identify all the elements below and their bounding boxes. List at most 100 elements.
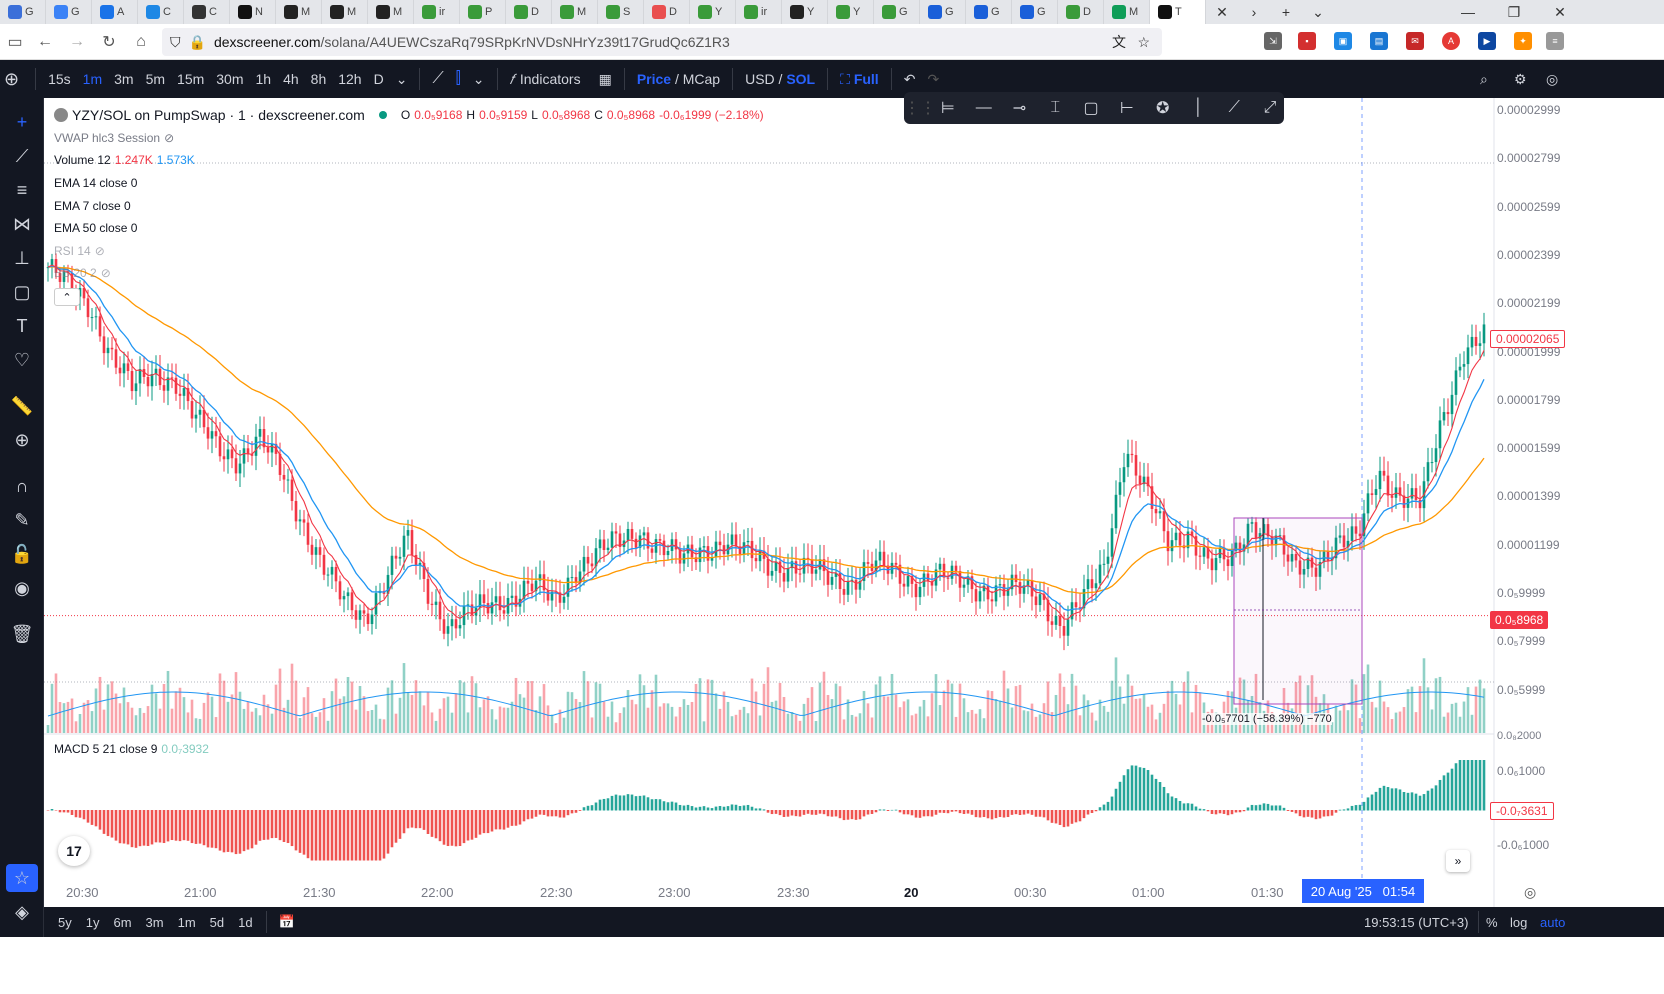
timeframe-30m[interactable]: 30m [216,71,244,87]
macd-legend[interactable]: MACD 5 21 close 9 0.0₇3932 [54,742,209,756]
eye-off-icon[interactable]: ⊘ [94,244,105,258]
extension-icon[interactable]: ✦ [1514,32,1532,50]
browser-tab[interactable]: G [874,0,920,24]
add-symbol-icon[interactable]: ⊕ [4,68,20,89]
vertical-measure-icon[interactable]: ⌶ [1050,99,1061,116]
new-tab-icon[interactable]: + [1281,4,1291,20]
browser-tab[interactable]: ir [736,0,782,24]
back-icon[interactable]: ← [37,32,53,50]
browser-tab[interactable]: ir [414,0,460,24]
forward-icon[interactable]: → [69,32,85,50]
projection-icon[interactable]: ⊥ [14,247,30,268]
timeframe-4h[interactable]: 4h [283,71,299,87]
eye-off-icon[interactable]: ⊘ [164,131,175,145]
layout-grid-icon[interactable]: ▦ [598,70,612,87]
timeframe-15s[interactable]: 15s [48,71,71,87]
ray-icon[interactable]: ⤢ [1263,99,1277,116]
browser-tab[interactable]: C [138,0,184,24]
browser-tab[interactable]: P [460,0,506,24]
extension-icon[interactable]: ▤ [1370,32,1388,50]
price-mcap-toggle[interactable]: Price / MCap [636,71,721,87]
trash-icon[interactable]: 🗑 [10,623,34,644]
volume-legend[interactable]: Volume 12 1.247K 1.573K [54,153,195,167]
browser-tab[interactable]: M [322,0,368,24]
browser-tab[interactable]: G [966,0,1012,24]
screenshot-icon[interactable]: ⌕ [1480,70,1488,87]
star-badge-icon[interactable]: ✪ [1155,100,1170,117]
favorites-star-icon[interactable]: ☆ [6,864,38,892]
drag-handle-icon[interactable]: ⋮⋮ [904,100,936,117]
redo-icon[interactable]: ↷ [927,70,940,87]
camera-icon[interactable]: ◎ [1546,70,1559,87]
extension-icon[interactable]: ▪ [1298,32,1316,50]
browser-tab[interactable]: D [644,0,690,24]
browser-tab[interactable]: G [920,0,966,24]
chevron-down-icon[interactable]: ⌄ [472,70,485,87]
horizontal-line-icon[interactable]: — [975,99,992,116]
auto-toggle[interactable]: auto [1540,914,1566,930]
browser-tab[interactable]: M [552,0,598,24]
sidebar-toggle-icon[interactable]: ▭ [7,33,23,51]
reload-icon[interactable]: ↻ [102,33,116,51]
ema14-legend[interactable]: EMA 14 close 0 [54,176,138,190]
extension-icon[interactable]: ⇲ [1264,32,1282,50]
range-1d[interactable]: 1d [238,914,253,930]
tab-list-icon[interactable]: ⌄ [1312,3,1324,20]
ema50-legend[interactable]: EMA 50 close 0 [54,221,138,235]
close-tab-icon[interactable]: ✕ [1216,3,1228,20]
range-5y[interactable]: 5y [58,914,72,930]
browser-tab[interactable]: Y [782,0,828,24]
trend-line-icon[interactable]: ⟋ [15,145,29,166]
timeframe-15m[interactable]: 15m [177,71,205,87]
extension-icon[interactable]: ▣ [1334,32,1352,50]
browser-tab[interactable]: T [1150,0,1206,24]
ruler-icon[interactable]: 📏 [10,395,34,416]
browser-tab[interactable]: G [46,0,92,24]
magnet-icon[interactable]: ∩ [15,475,29,496]
line-chart-icon[interactable]: ⟋ [432,70,444,87]
home-icon[interactable]: ⌂ [136,32,146,50]
bookmark-star-icon[interactable]: ☆ [1137,33,1150,50]
timeframe-12h[interactable]: 12h [338,71,362,87]
translate-icon[interactable]: 文 [1112,34,1126,50]
range-5d[interactable]: 5d [209,914,225,930]
full-range-button[interactable]: ⛶ Full [840,70,879,88]
lock-drawing-icon[interactable]: ✎ [14,509,30,530]
crosshair-icon[interactable]: + [16,111,28,132]
tab-scroll-icon[interactable]: › [1251,4,1257,20]
chart-area[interactable] [44,98,1664,937]
text-icon[interactable]: T [16,315,28,336]
tv-logo-icon[interactable]: 17 [58,836,90,866]
minimize-icon[interactable]: — [1461,4,1475,20]
shape-icon[interactable]: ▢ [13,281,31,302]
browser-tab[interactable]: Y [690,0,736,24]
timeframe-D[interactable]: D [373,71,384,87]
range-3m[interactable]: 3m [145,914,164,930]
fib-icon[interactable]: ≡ [16,179,28,200]
lock-icon[interactable]: 🔓 [10,543,34,564]
timeframe-5m[interactable]: 5m [145,71,166,87]
browser-tab[interactable]: G [1012,0,1058,24]
settings-circle-icon[interactable]: ◎ [1524,884,1537,900]
currency-toggle[interactable]: USD / SOL [745,71,816,87]
range-icon[interactable]: ⊢ [1119,100,1134,117]
browser-tab[interactable]: D [506,0,552,24]
trend-line-icon[interactable]: ⟋ [1228,99,1240,116]
layers-icon[interactable]: ◈ [15,901,29,922]
chevron-down-icon[interactable]: ⌄ [395,70,408,87]
browser-tab[interactable]: Y [828,0,874,24]
undo-icon[interactable]: ↶ [903,70,916,87]
rsi-legend[interactable]: RSI 14 ⊘ [54,244,105,258]
scroll-right-button[interactable]: » [1446,850,1470,872]
vertical-line-icon[interactable]: │ [1193,99,1204,116]
vwap-legend[interactable]: VWAP hlc3 Session ⊘ [54,131,175,145]
price-chart-canvas[interactable] [44,98,1664,907]
clock-label[interactable]: 19:53:15 (UTC+3) [1364,914,1469,930]
timeframe-8h[interactable]: 8h [310,71,327,87]
collapse-legend-button[interactable]: ⌃ [54,288,80,306]
ema7-legend[interactable]: EMA 7 close 0 [54,199,131,213]
bb-legend[interactable]: BB 20 2 ⊘ [54,266,111,280]
timeframe-1h[interactable]: 1h [255,71,272,87]
log-toggle[interactable]: log [1510,914,1528,930]
extension-icon[interactable]: ✉ [1406,32,1424,50]
